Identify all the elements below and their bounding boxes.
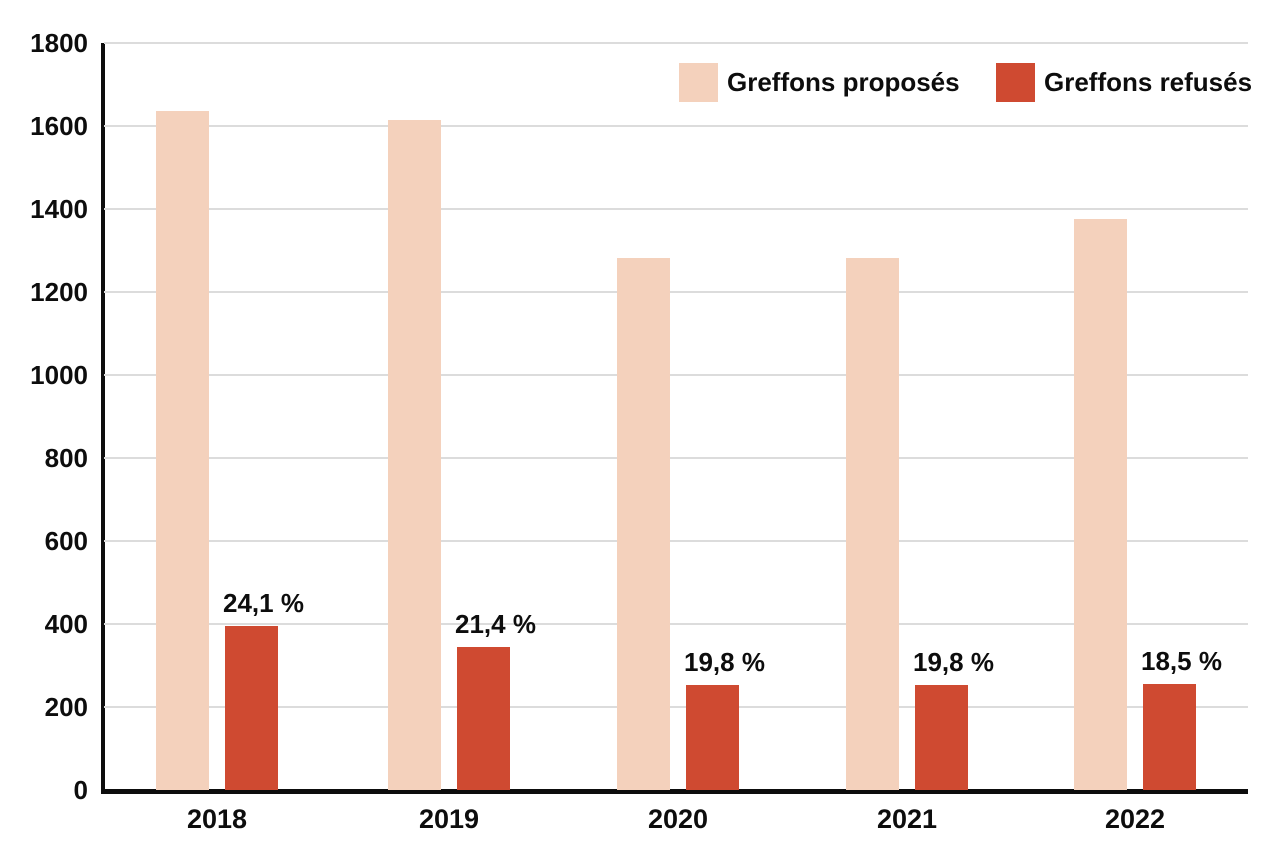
percentage-label: 18,5 % [1141,646,1222,677]
y-tick-label: 1000 [30,360,88,390]
bar-greffons-refuses-2018 [225,626,278,790]
gridline [104,125,1248,127]
x-tick-label: 2020 [647,804,709,834]
bar-greffons-proposes-2018 [156,111,209,790]
bar-greffons-proposes-2021 [846,257,899,790]
bar-greffons-refuses-2019 [457,646,510,790]
y-tick-label: 1400 [30,194,88,224]
gridline [104,623,1248,625]
gridline [104,706,1248,708]
gridline [104,42,1248,44]
bar-greffons-refuses-2022 [1143,684,1196,790]
x-tick-label: 2021 [876,804,938,834]
x-tick-label: 2019 [418,804,480,834]
gridline [104,208,1248,210]
gridline [104,457,1248,459]
x-axis-line [101,789,1248,794]
gridline [104,374,1248,376]
percentage-label: 24,1 % [223,588,304,619]
y-axis-line [101,43,105,792]
y-tick-label: 1800 [30,28,88,58]
bar-greffons-proposes-2020 [617,257,670,790]
x-tick-label: 2018 [186,804,248,834]
y-tick-label: 200 [44,692,88,722]
y-tick-label: 1600 [30,111,88,141]
legend-label-proposes: Greffons proposés [727,67,960,97]
legend-swatch-refuses [996,63,1035,102]
legend-item-greffons-refuses: Greffons refusés [996,63,1252,102]
y-tick-label: 0 [73,775,88,805]
percentage-label: 21,4 % [455,608,536,639]
percentage-label: 19,8 % [684,646,765,677]
gridline [104,540,1248,542]
bar-greffons-proposes-2019 [388,120,441,790]
legend-label-refuses: Greffons refusés [1044,67,1253,97]
y-tick-label: 400 [44,609,88,639]
legend-swatch-proposes [679,63,718,102]
bar-greffons-proposes-2022 [1074,218,1127,790]
gridline [104,291,1248,293]
y-tick-label: 600 [44,526,88,556]
bar-greffons-refuses-2020 [686,684,739,790]
legend-item-greffons-proposes: Greffons proposés [679,63,960,102]
y-tick-label: 800 [44,443,88,473]
y-tick-label: 1200 [30,277,88,307]
bar-greffons-refuses-2021 [915,684,968,790]
x-tick-label: 2022 [1104,804,1166,834]
percentage-label: 19,8 % [913,646,994,677]
